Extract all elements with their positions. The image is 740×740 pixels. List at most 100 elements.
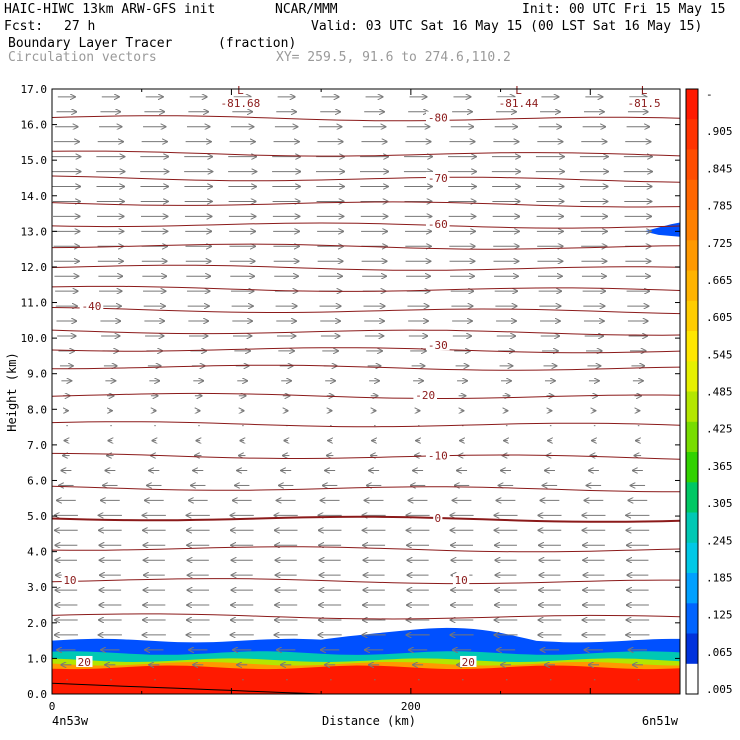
- isotherm: [52, 485, 680, 493]
- temperature-contours: [52, 115, 680, 694]
- init-time: Init: 00 UTC Fri 15 May 15: [522, 2, 726, 17]
- circulation-vectors: [52, 97, 652, 681]
- contour-label-bg: [413, 389, 438, 401]
- colorbar-label: .005: [706, 683, 733, 696]
- contour-label-bg: [217, 97, 263, 109]
- colorbar-label: -: [706, 88, 713, 101]
- y-tick-label: 5.0: [27, 510, 47, 523]
- colorbar-label: .905: [706, 125, 733, 138]
- low-marker: L: [237, 84, 244, 97]
- contour-label-bg: [425, 111, 450, 123]
- tracer-field: [52, 222, 680, 694]
- colorbar-label: .185: [706, 571, 733, 584]
- isotherm: [52, 421, 680, 428]
- contour-label: -30: [428, 339, 448, 352]
- colorbar-swatch: [686, 603, 698, 635]
- contour-label: -10: [428, 450, 448, 463]
- isotherm: [52, 613, 680, 620]
- colorbar-swatch: [686, 663, 698, 695]
- isotherm: [52, 515, 680, 523]
- isotherm: [52, 201, 680, 208]
- isotherm: [52, 150, 680, 157]
- colorbar-label: .425: [706, 423, 733, 436]
- contour-label: -81.68: [221, 97, 261, 110]
- tracer-layer: [52, 665, 680, 694]
- colorbar-swatch: [686, 210, 698, 241]
- valid-time: Valid: 03 UTC Sat 16 May 15 (00 LST Sat …: [311, 19, 703, 34]
- field-title: Boundary Layer Tracer: [8, 36, 173, 51]
- colorbar-swatch: [686, 512, 698, 544]
- low-marker: L: [515, 84, 522, 97]
- isotherm: [52, 307, 680, 315]
- vectors-label: Circulation vectors: [8, 50, 157, 65]
- y-tick-label: 7.0: [27, 439, 47, 452]
- colorbar-swatch: [686, 89, 698, 120]
- isotherm: [52, 285, 680, 292]
- contour-label: -81.5: [628, 97, 661, 110]
- fcst-label: Fcst:: [4, 19, 44, 34]
- isotherm: [52, 578, 680, 585]
- colorbar-swatch: [686, 361, 698, 393]
- colorbar-swatch: [686, 119, 698, 151]
- isotherm: [52, 222, 680, 229]
- y-tick-label: 11.0: [21, 297, 48, 310]
- colorbar-label: .605: [706, 311, 733, 324]
- contour-label: -80: [428, 111, 448, 124]
- colorbar-label: .065: [706, 646, 733, 659]
- x-tick-label: 200: [401, 700, 421, 713]
- contour-label: 20: [462, 656, 475, 669]
- x-tick-label: 0: [49, 700, 56, 713]
- y-axis: 0.0 1.0 2.0 3.0 4.0 5.0 6.0 7.0 8.0 9.0 10.0 11.0 12…: [21, 83, 680, 701]
- colorbar-swatch: [686, 149, 698, 181]
- colorbar-swatch: [686, 633, 698, 665]
- colorbar-label: .665: [706, 274, 733, 287]
- y-tick-label: 15.0: [21, 154, 48, 167]
- colorbar-swatch: [686, 452, 698, 483]
- y-tick-label: 0.0: [27, 688, 47, 701]
- plot-frame: [51, 88, 681, 695]
- contour-label: 10: [63, 574, 76, 587]
- colorbar-swatch: [686, 331, 698, 362]
- contour-label-bg: [79, 300, 104, 312]
- surface-isotherm: [52, 682, 334, 694]
- field-units: (fraction): [218, 36, 297, 51]
- contour-label: -81.44: [499, 97, 539, 110]
- contour-label-bg: [495, 97, 542, 109]
- isotherm: [52, 392, 680, 399]
- colorbar-label: .725: [706, 237, 733, 250]
- colorbar-label: .245: [706, 534, 733, 547]
- x-end-location: 6n51w: [642, 714, 679, 728]
- isotherm: [52, 175, 680, 183]
- contour-label-bg: [61, 574, 79, 586]
- y-tick-label: 2.0: [27, 617, 47, 630]
- colorbar-label: .485: [706, 386, 733, 399]
- y-tick-label: 10.0: [21, 332, 48, 345]
- contour-label: -40: [82, 300, 102, 313]
- colorbar: - .905 .845 .785 .725 .665 .605 .545 .485 .425 .36…: [685, 88, 733, 696]
- isotherm: [52, 452, 680, 460]
- contour-label: 10: [454, 574, 467, 587]
- y-tick-label: 8.0: [27, 403, 47, 416]
- colorbar-swatch: [686, 542, 698, 574]
- isotherm: [52, 264, 680, 271]
- y-tick-label: 9.0: [27, 368, 47, 381]
- plot-area: [52, 89, 680, 694]
- contour-label-bg: [425, 218, 450, 230]
- y-tick-label: 17.0: [21, 83, 48, 96]
- contour-labels: L-81.68L-81.44L-81.5-80-70-60-40-30-20-1…: [61, 84, 664, 669]
- colorbar-swatch: [686, 300, 698, 332]
- isotherm: [52, 243, 680, 250]
- colorbar-swatch: [686, 179, 698, 211]
- fcst-value: 27 h: [64, 19, 96, 34]
- contour-label-bg: [425, 449, 450, 461]
- contour-label: -70: [428, 172, 448, 185]
- colorbar-swatch: [686, 421, 698, 453]
- isotherm: [52, 364, 680, 371]
- contour-label-bg: [625, 97, 664, 109]
- isotherm: [52, 546, 680, 553]
- colorbar-swatch: [686, 573, 698, 604]
- colorbar-label: .545: [706, 348, 733, 361]
- colorbar-frame: [685, 88, 699, 695]
- isotherm: [52, 115, 680, 122]
